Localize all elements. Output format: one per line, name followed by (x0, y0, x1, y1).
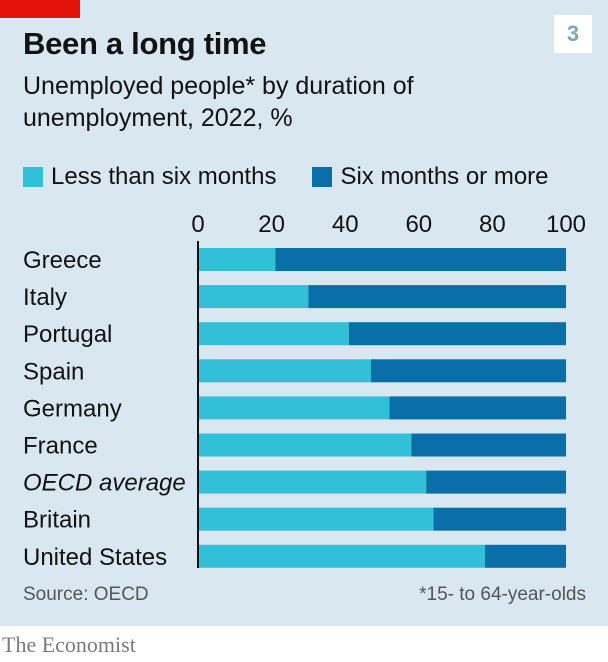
bar-six-months-or-more (389, 396, 566, 420)
category-label: Portugal (23, 321, 112, 348)
bar-less-than-six-months (198, 396, 390, 420)
red-tab-decoration (0, 0, 80, 18)
legend-item-less: Less than six months (23, 163, 276, 191)
category-label: United States (23, 544, 167, 571)
bar-less-than-six-months (198, 248, 276, 271)
chart-legend: Less than six months Six months or more (23, 162, 585, 192)
x-tick-label: 0 (191, 211, 204, 238)
bar-less-than-six-months (198, 470, 427, 494)
x-tick-label: 40 (332, 211, 359, 238)
bar-six-months-or-more (485, 544, 566, 568)
bar-six-months-or-more (411, 433, 566, 457)
category-label: Italy (23, 284, 67, 311)
category-label: Greece (23, 247, 102, 274)
bar-six-months-or-more (348, 322, 566, 346)
bar-six-months-or-more (433, 507, 566, 531)
bar-less-than-six-months (198, 359, 371, 383)
bar-six-months-or-more (275, 248, 566, 271)
bar-less-than-six-months (198, 433, 412, 457)
bar-less-than-six-months (198, 322, 349, 346)
category-label: Spain (23, 358, 84, 385)
source-note: Source: OECD (23, 584, 149, 605)
x-tick-label: 60 (405, 211, 432, 238)
legend-label-more: Six months or more (340, 163, 549, 190)
publisher-logo: The Economist (2, 632, 136, 657)
bar-six-months-or-more (426, 470, 566, 494)
category-label: OECD average (23, 470, 186, 497)
chart-title: Been a long time (23, 26, 267, 61)
legend-label-less: Less than six months (51, 163, 277, 190)
legend-item-more: Six months or more (312, 163, 549, 191)
chart-number-badge: 3 (554, 15, 592, 53)
x-tick-label: 100 (546, 211, 586, 238)
category-label: France (23, 433, 98, 460)
bar-chart: 0 20 40 60 80 100 Greece Italy Portugal Spain Germ… (23, 211, 586, 571)
bar-less-than-six-months (198, 507, 434, 531)
category-label: Germany (23, 395, 122, 422)
x-tick-label: 20 (258, 211, 285, 238)
x-tick-label: 80 (479, 211, 506, 238)
category-label: Britain (23, 507, 91, 534)
bar-less-than-six-months (198, 544, 486, 568)
legend-swatch-more (312, 167, 333, 187)
bar-six-months-or-more (308, 285, 566, 309)
bar-six-months-or-more (370, 359, 566, 383)
bar-less-than-six-months (198, 285, 309, 309)
footnote: *15- to 64-year-olds (419, 584, 586, 605)
legend-swatch-less (23, 167, 43, 187)
chart-subtitle: Unemployed people* by duration of unempl… (23, 72, 414, 132)
